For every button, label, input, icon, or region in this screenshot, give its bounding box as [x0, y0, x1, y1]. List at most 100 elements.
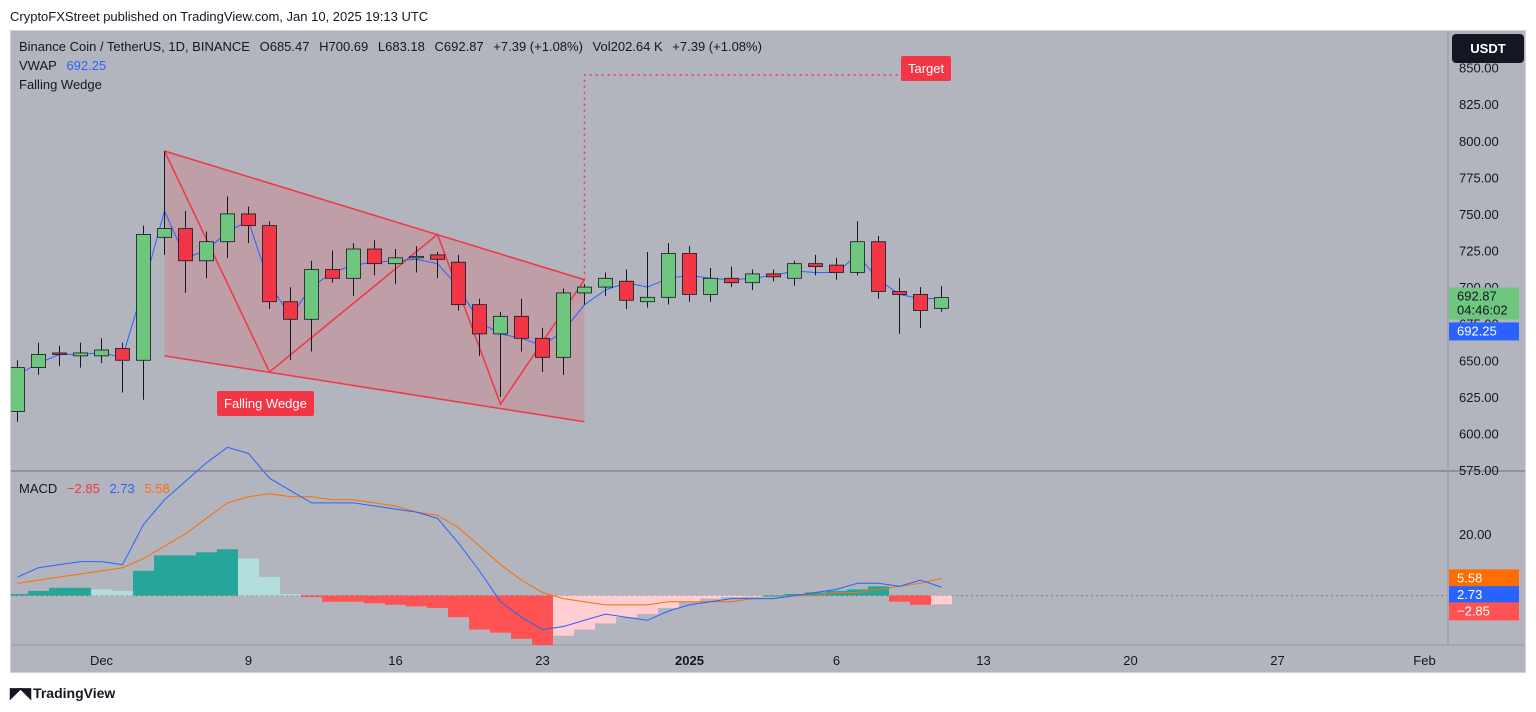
candle-body	[220, 213, 235, 243]
chart-frame[interactable]: 575.00600.00625.00650.00675.00700.00725.…	[10, 30, 1526, 673]
candle-body	[745, 273, 760, 284]
price-tick-label: 600.00	[1459, 426, 1499, 441]
time-tick-label: 9	[245, 653, 252, 668]
last-price-badge-bg	[1449, 287, 1519, 320]
price-tick-label: 775.00	[1459, 170, 1499, 185]
price-tick-label: 650.00	[1459, 353, 1499, 368]
macd-label: MACD	[19, 481, 58, 496]
tradingview-brand: TradingView	[33, 685, 116, 701]
hist-value-badge-bg	[1449, 602, 1519, 621]
candle-body	[346, 248, 361, 279]
candle-body	[871, 241, 886, 292]
macd-legend[interactable]: MACD −2.85 2.73 5.58	[19, 481, 176, 496]
macd-hist-bar	[679, 595, 700, 602]
macd-hist-bar	[154, 555, 175, 596]
currency-button[interactable]: USDT	[1452, 34, 1524, 63]
candle-body	[283, 301, 298, 320]
macd-hist-bar	[532, 595, 553, 645]
legend-low: L683.18	[377, 39, 425, 54]
candle-body	[850, 241, 865, 273]
chart-svg[interactable]: 575.00600.00625.00650.00675.00700.00725.…	[11, 31, 1526, 673]
price-legend: Binance Coin / TetherUS, 1D, BINANCE O68…	[19, 39, 768, 54]
candle-body	[262, 225, 277, 303]
candle-body	[535, 337, 550, 358]
last-price-badge-text: 04:46:02	[1457, 303, 1508, 318]
candle-body	[640, 296, 655, 303]
macd-hist-bar	[238, 558, 259, 596]
legend-symbol[interactable]: Binance Coin / TetherUS, 1D, BINANCE	[19, 39, 250, 54]
vwap-label: VWAP	[19, 58, 57, 73]
macd-hist-bar	[742, 595, 763, 597]
price-tick-label: 575.00	[1459, 463, 1499, 478]
price-tick-label: 725.00	[1459, 244, 1499, 259]
candle-body	[703, 277, 718, 295]
candle-body	[157, 228, 172, 238]
candle-body	[241, 213, 256, 227]
macd-hist-bar	[721, 595, 742, 598]
legend-volume-change: +7.39 (+1.08%)	[672, 39, 762, 54]
macd-line-value: 2.73	[109, 481, 135, 496]
macd-hist-bar	[574, 595, 595, 630]
candle-body	[787, 263, 802, 279]
candle-body	[430, 254, 445, 260]
signal-value-badge-text: 5.58	[1457, 570, 1482, 585]
legend-close: C692.87	[434, 39, 484, 54]
wedge-zigzag	[163, 150, 586, 406]
candle-body	[451, 261, 466, 306]
candle-body	[199, 241, 214, 262]
candle-body	[808, 263, 823, 267]
macd-hist-bar	[889, 595, 910, 602]
signal-value-badge-bg	[1449, 569, 1519, 588]
candle-body	[619, 280, 634, 301]
candle-body	[178, 228, 193, 262]
time-tick-label: 2025	[675, 653, 704, 668]
candle-body	[766, 273, 781, 278]
legend-open: O685.47	[259, 39, 310, 54]
macd-hist-bar	[217, 549, 238, 596]
macd-hist-bar	[301, 595, 322, 598]
macd-hist-bar	[280, 594, 301, 596]
time-tick-label: Feb	[1413, 653, 1435, 668]
candle-body	[913, 293, 928, 311]
macd-hist-bar	[553, 595, 574, 636]
candle-body	[577, 286, 592, 294]
macd-hist-bar	[469, 595, 490, 630]
candle-body	[724, 277, 739, 284]
macd-hist-bar	[11, 594, 28, 596]
macd-hist-bar	[196, 552, 217, 596]
macd-value-badge-text: 2.73	[1457, 587, 1482, 602]
candle-body	[94, 349, 109, 357]
pattern-legend[interactable]: Falling Wedge	[19, 77, 108, 92]
tradingview-icon: ◤◥	[10, 685, 31, 702]
macd-hist-bar	[406, 595, 427, 607]
vwap-legend[interactable]: VWAP 692.25	[19, 58, 112, 73]
time-tick-label: 13	[976, 653, 990, 668]
macd-hist-bar	[259, 577, 280, 596]
candle-body	[934, 297, 949, 309]
time-tick-label: 23	[535, 653, 549, 668]
macd-hist-bar	[868, 586, 889, 596]
tradingview-logo[interactable]: ◤◥ TradingView	[10, 684, 115, 702]
candle-body	[829, 264, 844, 273]
published-title: CryptoFXStreet published on TradingView.…	[10, 9, 429, 24]
macd-hist-bar	[910, 595, 931, 605]
candle-body	[598, 277, 613, 288]
candle-body	[11, 367, 25, 412]
candle-body	[136, 234, 151, 361]
candle-body	[304, 269, 319, 320]
macd-hist-bar	[826, 590, 847, 596]
macd-hist-bar	[49, 587, 70, 596]
hist-value-badge-text: −2.85	[1457, 603, 1490, 618]
vwap-price-badge-bg	[1449, 322, 1519, 341]
macd-hist-bar	[322, 595, 343, 602]
candle-body	[682, 253, 697, 295]
macd-signal-value: 5.58	[144, 481, 170, 496]
macd-hist-bar	[490, 595, 511, 633]
macd-hist-bar	[763, 595, 784, 597]
candle-body	[73, 352, 88, 357]
macd-hist-bar	[700, 595, 721, 599]
macd-tick-label: 20.00	[1459, 527, 1492, 542]
vwap-price-badge-text: 692.25	[1457, 323, 1497, 338]
macd-hist-value: −2.85	[66, 481, 100, 496]
candle-body	[493, 315, 508, 335]
